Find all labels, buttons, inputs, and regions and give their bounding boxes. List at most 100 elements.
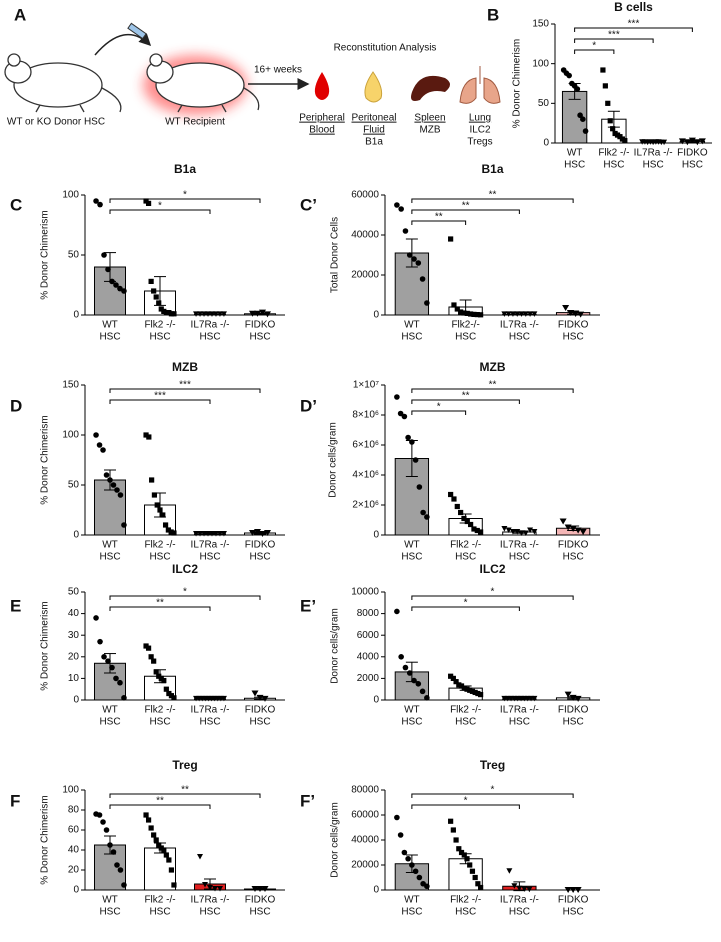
y-tick-label: 40000 — [351, 230, 379, 241]
significance-label: * — [464, 598, 468, 609]
data-point — [398, 654, 404, 660]
significance-bracket — [109, 595, 261, 600]
data-point — [171, 695, 177, 701]
x-tick-label: HSC — [563, 332, 584, 343]
x-tick-label: HSC — [149, 907, 170, 918]
data-point — [420, 509, 426, 516]
data-point — [516, 885, 523, 892]
y-tick-label: 60000 — [351, 190, 379, 201]
significance-bracket — [411, 198, 574, 203]
x-tick-label: HSC — [249, 717, 270, 728]
data-point — [143, 812, 149, 818]
data-point — [610, 126, 616, 132]
data-point — [424, 300, 430, 306]
data-point — [121, 882, 127, 888]
y-tick-label: 80000 — [351, 785, 379, 796]
data-point — [96, 812, 103, 818]
data-point — [419, 688, 426, 695]
organ-label: Peripheral — [299, 113, 345, 124]
cell-label: MZB — [419, 125, 440, 136]
data-point — [478, 529, 484, 535]
data-point — [415, 260, 422, 266]
data-point — [148, 825, 154, 831]
data-point — [518, 311, 525, 317]
panel-label: B — [487, 5, 499, 24]
y-axis-label: % Donor Chimerism — [40, 415, 51, 504]
data-point — [151, 658, 157, 664]
data-point — [454, 503, 460, 510]
x-tick-label: Flk2 -/- — [144, 705, 175, 716]
y-tick-label: 40000 — [351, 835, 379, 846]
data-point — [478, 312, 484, 318]
data-point — [461, 310, 467, 316]
x-tick-label: Flk2 -/- — [144, 895, 175, 906]
data-point — [527, 311, 534, 317]
data-point — [468, 311, 474, 317]
y-axis-label: Donor cells/gram — [328, 422, 339, 498]
data-point — [406, 252, 413, 258]
data-point — [97, 638, 103, 645]
data-point — [411, 256, 417, 262]
panel-label: F’ — [300, 791, 315, 810]
data-point — [577, 311, 585, 318]
y-tick-label: 40 — [68, 608, 80, 619]
data-point — [448, 236, 454, 242]
y-tick-label: 0 — [73, 885, 79, 896]
data-point — [145, 200, 152, 206]
data-point — [216, 531, 223, 537]
data-point — [579, 529, 587, 535]
data-point — [405, 434, 411, 441]
data-point — [469, 688, 476, 694]
organ-label: Spleen — [414, 113, 445, 124]
y-tick-label: 40 — [68, 845, 80, 856]
analysis-title: Reconstitution Analysis — [334, 43, 437, 54]
significance-bracket — [411, 804, 520, 809]
data-point — [212, 886, 218, 892]
data-point — [193, 531, 200, 537]
x-tick-label: FIDKO — [558, 895, 589, 906]
x-tick-label: HSC — [149, 332, 170, 343]
data-point — [527, 527, 534, 533]
x-tick-label: HSC — [199, 332, 220, 343]
data-point — [148, 278, 154, 284]
x-tick-label: FIDKO — [245, 540, 276, 551]
data-point — [698, 138, 706, 145]
data-point — [406, 670, 413, 676]
y-tick-label: 150 — [532, 19, 549, 30]
data-point — [464, 310, 470, 316]
data-point — [559, 518, 567, 525]
data-point — [261, 886, 269, 892]
x-tick-label: HSC — [99, 717, 120, 728]
x-tick-label: Flk2-/- — [451, 320, 479, 331]
syringe — [127, 22, 147, 40]
data-point — [151, 492, 158, 498]
data-point — [117, 867, 124, 873]
organ-label: Lung — [469, 113, 491, 124]
data-point — [117, 679, 123, 686]
significance-bracket — [411, 220, 467, 225]
data-point — [121, 288, 127, 294]
data-point — [693, 139, 701, 146]
significance-label: ** — [435, 212, 443, 223]
y-tick-label: 0 — [73, 695, 79, 706]
data-point — [249, 310, 256, 317]
significance-bracket — [109, 399, 211, 404]
data-point — [197, 854, 203, 860]
recipient-label: WT Recipient — [165, 117, 225, 128]
x-tick-label: HSC — [455, 332, 476, 343]
x-tick-label: HSC — [149, 552, 170, 563]
significance-bracket — [411, 410, 467, 415]
data-point — [467, 687, 473, 693]
data-point — [564, 691, 572, 698]
data-point — [602, 83, 608, 89]
data-point — [461, 852, 467, 858]
y-tick-label: 6×10⁶ — [352, 440, 379, 451]
data-point — [661, 139, 668, 146]
data-point — [146, 434, 152, 440]
x-tick-label: FIDKO — [558, 320, 589, 331]
data-point — [153, 837, 159, 843]
data-point — [531, 529, 538, 535]
panel-label: D’ — [300, 396, 317, 415]
chart-title: B1a — [481, 162, 503, 176]
